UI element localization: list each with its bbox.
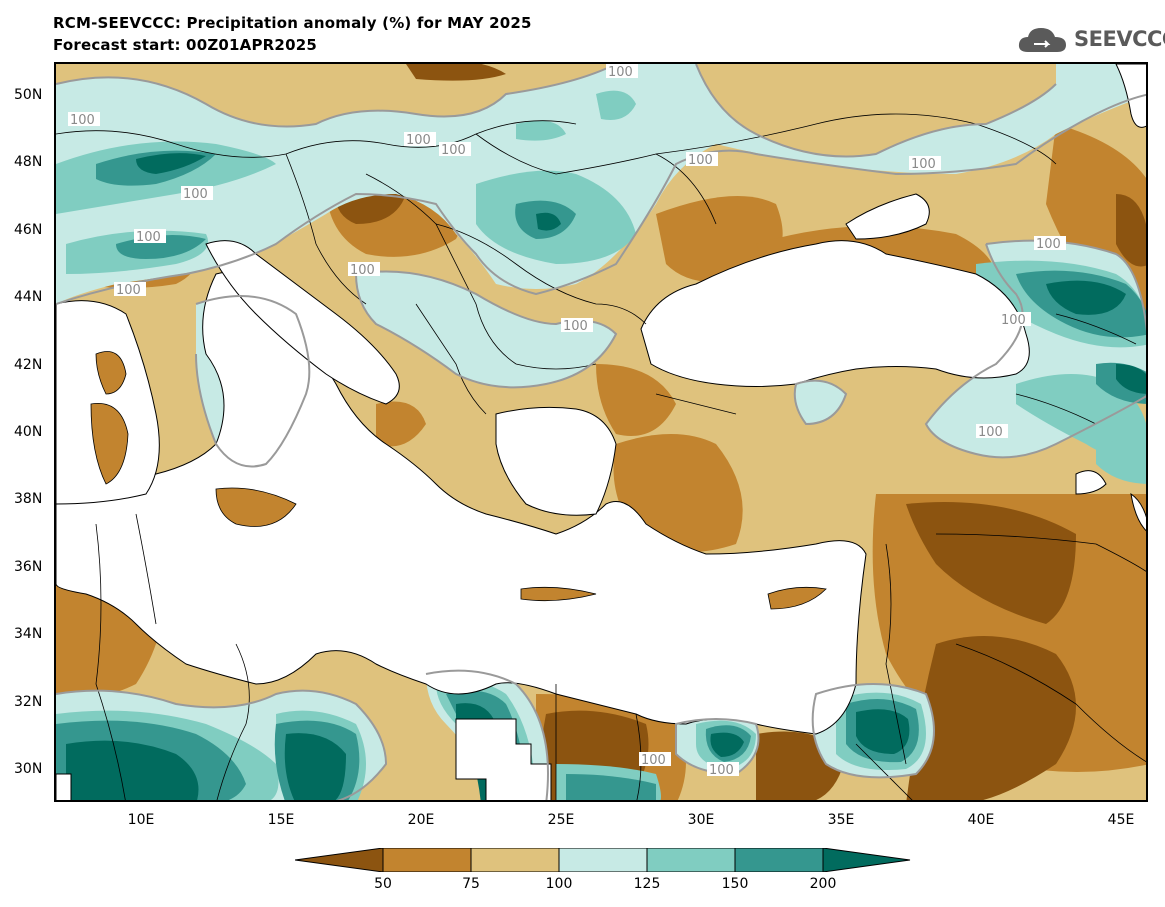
colorbar-segment-below-50 bbox=[295, 848, 384, 872]
colorbar-tick: 125 bbox=[633, 876, 661, 892]
contour-label-100: 100 bbox=[406, 133, 431, 148]
lat-label: 50N bbox=[14, 87, 43, 103]
colorbar-segment-100-125 bbox=[558, 848, 648, 872]
lat-label: 34N bbox=[14, 626, 43, 642]
lat-label: 40N bbox=[14, 424, 43, 440]
colorbar-segment-75-100 bbox=[470, 848, 560, 872]
lat-label: 38N bbox=[14, 491, 43, 507]
lat-label: 48N bbox=[14, 154, 43, 170]
lon-label: 20E bbox=[407, 812, 435, 828]
colorbar-segment-50-75 bbox=[382, 848, 472, 872]
colorbar-segment-125-150 bbox=[646, 848, 736, 872]
lon-label: 25E bbox=[547, 812, 575, 828]
contour-label-100: 100 bbox=[709, 763, 734, 778]
forecast-start-label: Forecast start: 00Z01APR2025 bbox=[53, 36, 317, 54]
contour-100-lines bbox=[56, 64, 1146, 800]
contour-label-100: 100 bbox=[563, 319, 588, 334]
lon-label: 30E bbox=[687, 812, 715, 828]
lat-label: 32N bbox=[14, 694, 43, 710]
contour-label-100: 100 bbox=[70, 113, 95, 128]
precipitation-anomaly-map: 100 100 100 100 100 100 100 100 100 100 … bbox=[54, 62, 1148, 802]
seevccc-logo-text: SEEVCCC bbox=[1074, 27, 1165, 51]
colorbar-legend bbox=[295, 848, 911, 872]
contour-label-100: 100 bbox=[641, 753, 666, 768]
cloud-icon bbox=[1018, 28, 1066, 52]
lat-label: 46N bbox=[14, 222, 43, 238]
contour-label-100: 100 bbox=[978, 425, 1003, 440]
contour-label-100: 100 bbox=[136, 230, 161, 245]
map-title: RCM-SEEVCCC: Precipitation anomaly (%) f… bbox=[53, 14, 532, 32]
lon-label: 15E bbox=[267, 812, 295, 828]
lat-label: 36N bbox=[14, 559, 43, 575]
sea-areas bbox=[56, 64, 1146, 800]
contour-label-100: 100 bbox=[1036, 237, 1061, 252]
colorbar-tick: 150 bbox=[721, 876, 749, 892]
contour-label-100: 100 bbox=[350, 263, 375, 278]
lon-label: 35E bbox=[827, 812, 855, 828]
colorbar-segment-above-200 bbox=[822, 848, 911, 872]
contour-label-100: 100 bbox=[1001, 313, 1026, 328]
lat-label: 44N bbox=[14, 289, 43, 305]
contour-label-100: 100 bbox=[608, 65, 633, 80]
lat-label: 42N bbox=[14, 357, 43, 373]
lat-label: 30N bbox=[14, 761, 43, 777]
colorbar-tick: 50 bbox=[374, 876, 392, 892]
contour-label-100: 100 bbox=[183, 187, 208, 202]
country-borders bbox=[56, 113, 1146, 800]
colorbar-tick: 100 bbox=[545, 876, 573, 892]
contour-label-100: 100 bbox=[116, 283, 141, 298]
lon-label: 45E bbox=[1107, 812, 1135, 828]
contour-label-100: 100 bbox=[911, 157, 936, 172]
lon-label: 10E bbox=[127, 812, 155, 828]
contour-label-100: 100 bbox=[688, 153, 713, 168]
colorbar-tick: 200 bbox=[809, 876, 837, 892]
contour-labels: 100 100 100 100 100 100 100 100 100 100 … bbox=[68, 64, 1066, 778]
colorbar-tick: 75 bbox=[462, 876, 480, 892]
lon-label: 40E bbox=[967, 812, 995, 828]
islands bbox=[90, 351, 827, 610]
contour-label-100: 100 bbox=[441, 143, 466, 158]
colorbar-segment-150-200 bbox=[734, 848, 824, 872]
